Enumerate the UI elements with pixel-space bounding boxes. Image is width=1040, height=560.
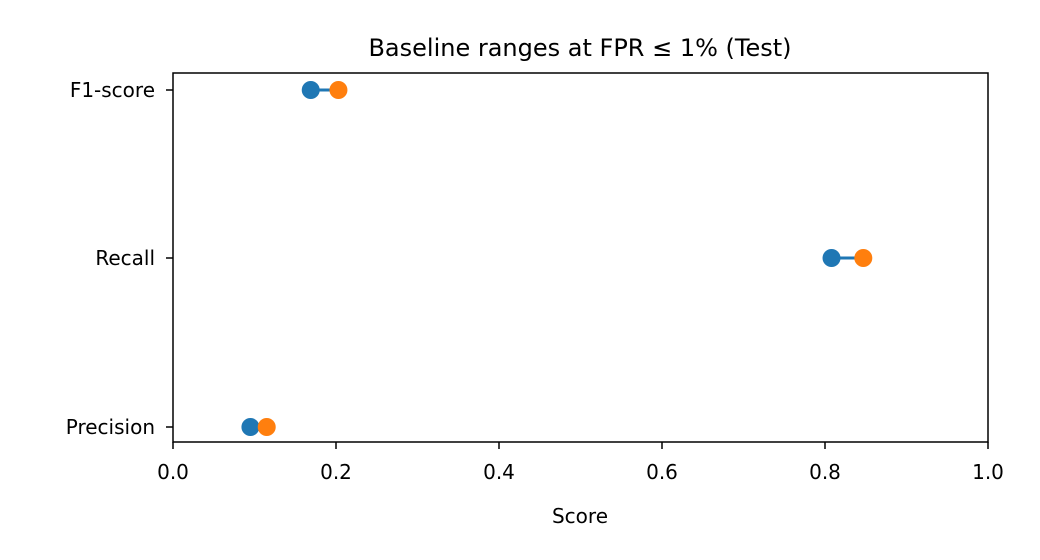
chart-title: Baseline ranges at FPR ≤ 1% (Test) <box>368 34 791 62</box>
axes-frame <box>172 72 989 443</box>
high-point <box>329 81 348 99</box>
low-point <box>301 81 320 99</box>
low-point <box>241 418 260 436</box>
x-tick-label: 0.0 <box>157 460 189 484</box>
x-tick-label: 0.4 <box>483 460 515 484</box>
high-point <box>854 249 873 267</box>
high-point <box>257 418 276 436</box>
y-tick-label: Precision <box>66 415 155 439</box>
y-tick-label: F1-score <box>70 78 155 102</box>
y-tick-label: Recall <box>95 246 155 270</box>
x-axis-label: Score <box>552 504 608 528</box>
low-point <box>822 249 841 267</box>
x-tick-label: 0.6 <box>646 460 678 484</box>
x-tick-label: 1.0 <box>972 460 1004 484</box>
x-tick-label: 0.2 <box>320 460 352 484</box>
x-tick-label: 0.8 <box>809 460 841 484</box>
plot-area: 0.0 0.2 0.4 0.6 0.8 1.0 Precision Recall F1-scor… <box>66 72 1004 484</box>
